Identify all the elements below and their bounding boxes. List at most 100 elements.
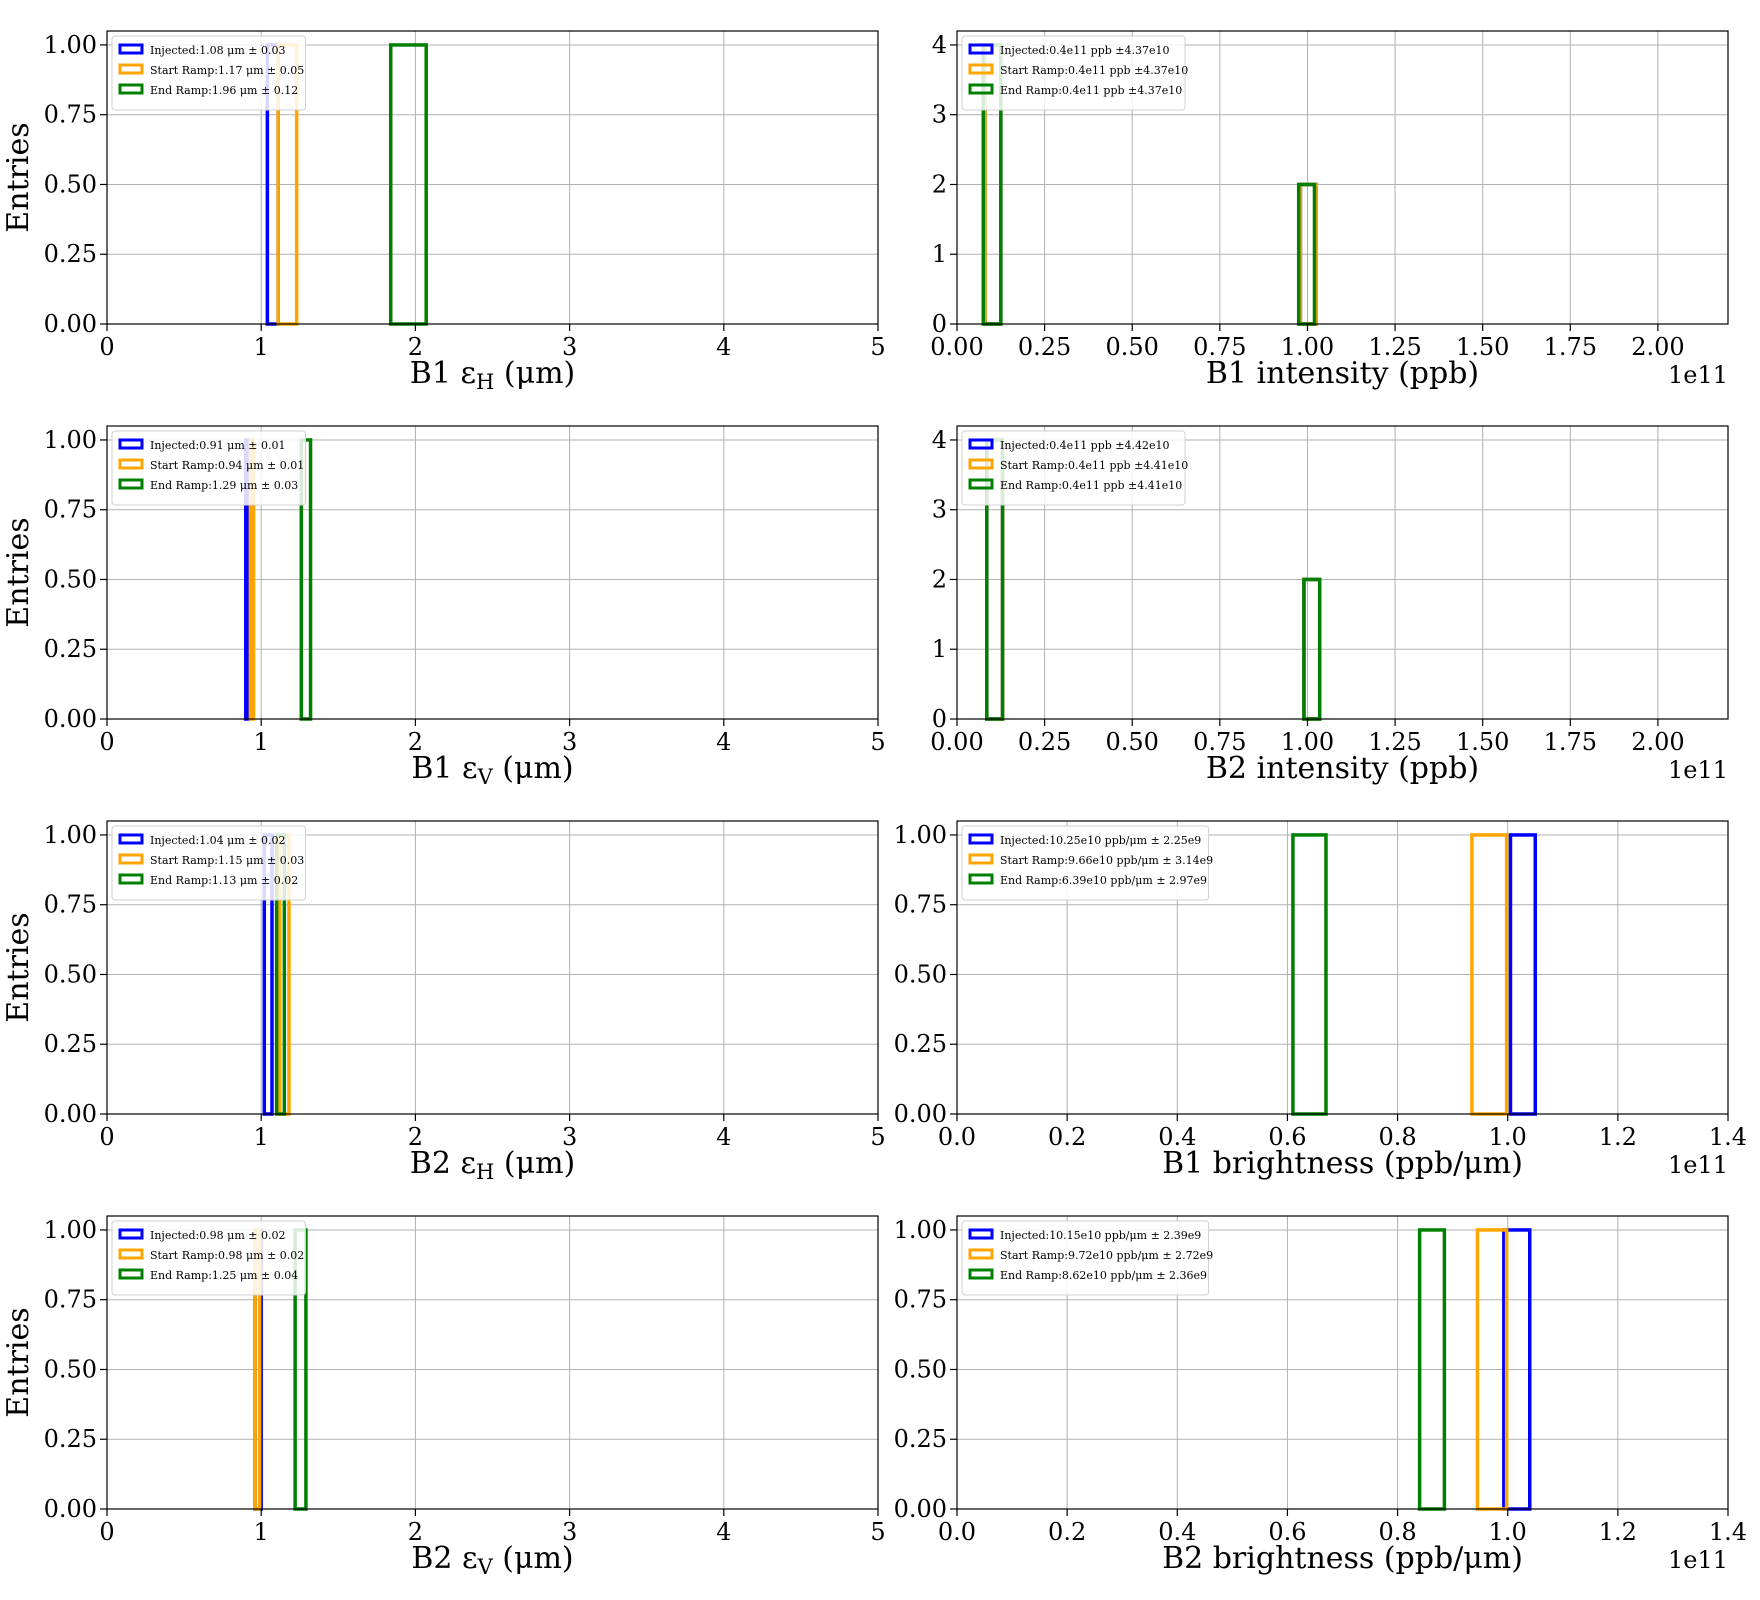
legend: Injected:0.4e11 ppb ±4.37e10 Start Ramp:0… [961,35,1188,111]
legend-label-series-0: Injected:1.08 μm ± 0.03 [150,44,285,57]
x-tick-label: 4 [716,728,731,756]
x-tick-label: 1 [254,1518,269,1546]
x-tick-label: 0.00 [930,333,983,361]
x-offset-label: 1e11 [1668,361,1728,389]
legend-swatch-series-1 [968,63,994,75]
y-tick-label: 0.50 [44,170,97,198]
x-axis-label: B1 brightness (ppb/μm) [1162,1146,1523,1181]
axes-frame [106,1215,879,1510]
legend-swatch-series-1 [118,853,144,865]
legend: Injected:1.08 μm ± 0.03 Start Ramp:1.17 μ… [111,35,306,111]
legend-label-series-2: End Ramp:6.39e10 ppb/μm ± 2.97e9 [1000,874,1207,887]
y-tick-label: 0.50 [44,1355,97,1383]
x-tick-label: 1 [254,333,269,361]
x-tick-label: 1.25 [1368,333,1421,361]
y-tick-label: 0.75 [44,1286,97,1314]
x-tick-label: 0.00 [930,728,983,756]
y-axis-label: Entries [1,1307,36,1417]
chart-panel-b1-brightness: 0.0 0.2 0.4 0.6 0.8 1.0 1.2 1.4 0.00 0.25 0.50 0.75… [894,820,1747,1181]
y-tick-label: 0.00 [44,310,97,338]
legend-swatch-series-2 [118,478,144,490]
x-tick-label: 5 [870,1518,885,1546]
x-axis-label: B1 εH (μm) [410,356,575,394]
axes-frame [106,425,879,720]
y-tick-label: 0 [932,310,947,338]
x-tick-label: 2.00 [1631,333,1684,361]
y-tick-label: 0.00 [44,705,97,733]
axes-frame [956,425,1729,720]
x-tick-label: 2 [408,1123,423,1151]
y-tick-label: 1.00 [44,821,97,849]
x-tick-label: 1.4 [1709,1123,1747,1151]
y-tick-label: 0.00 [894,1100,947,1128]
legend-label-series-1: Start Ramp:1.17 μm ± 0.05 [150,64,304,77]
x-axis-label: B2 intensity (ppb) [1206,751,1479,786]
x-tick-label: 0.4 [1158,1123,1196,1151]
x-tick-label: 1.0 [1489,1123,1527,1151]
x-tick-label: 0.2 [1048,1123,1086,1151]
x-tick-label: 1.4 [1709,1518,1747,1546]
x-tick-label: 0.0 [938,1518,976,1546]
x-tick-label: 1.75 [1544,728,1597,756]
legend-swatch-series-0 [118,438,144,450]
x-tick-label: 1.00 [1281,333,1334,361]
y-tick-label: 0.00 [894,1495,947,1523]
y-tick-label: 3 [932,101,947,129]
x-tick-label: 3 [562,1123,577,1151]
legend-swatch-series-0 [968,1228,994,1240]
x-tick-label: 0.6 [1268,1518,1306,1546]
y-tick-label: 0.75 [44,101,97,129]
y-tick-label: 2 [932,170,947,198]
legend-swatch-series-0 [968,833,994,845]
legend-swatch-series-1 [118,458,144,470]
y-tick-label: 4 [932,31,947,59]
legend: Injected:10.15e10 ppb/μm ± 2.39e9 Start R… [961,1220,1213,1296]
y-axis-label: Entries [1,517,36,627]
legend-swatch-series-2 [968,478,994,490]
x-tick-label: 0.25 [1018,333,1071,361]
x-tick-label: 0.6 [1268,1123,1306,1151]
x-tick-label: 2 [408,728,423,756]
y-tick-label: 0.75 [44,496,97,524]
x-tick-label: 0.0 [938,1123,976,1151]
x-tick-label: 4 [716,333,731,361]
legend-label-series-2: End Ramp:0.4e11 ppb ±4.41e10 [1000,479,1182,492]
y-tick-label: 1 [932,635,947,663]
x-tick-label: 0 [99,1518,114,1546]
y-tick-label: 1.00 [894,1216,947,1244]
y-tick-label: 0.75 [44,891,97,919]
legend-label-series-1: Start Ramp:1.15 μm ± 0.03 [150,854,304,867]
x-tick-label: 0.8 [1378,1123,1416,1151]
x-tick-label: 3 [562,1518,577,1546]
y-tick-label: 0.25 [44,635,97,663]
legend: Injected:0.98 μm ± 0.02 Start Ramp:0.98 μ… [111,1220,306,1296]
x-tick-label: 1.2 [1599,1518,1637,1546]
legend-label-series-2: End Ramp:0.4e11 ppb ±4.37e10 [1000,84,1182,97]
y-tick-label: 2 [932,565,947,593]
y-tick-label: 4 [932,426,947,454]
legend-label-series-0: Injected:1.04 μm ± 0.02 [150,834,285,847]
chart-panel-b1-eps-h: 0 1 2 3 4 5 0.00 0.25 0.50 0.75 1.00 B1 εH (μm) Entr… [1,30,886,394]
legend-swatch-series-0 [118,1228,144,1240]
x-tick-label: 2 [408,1518,423,1546]
x-tick-label: 4 [716,1518,731,1546]
x-tick-label: 1.0 [1489,1518,1527,1546]
legend-swatch-series-2 [118,1268,144,1280]
x-tick-label: 5 [870,1123,885,1151]
legend-label-series-0: Injected:0.98 μm ± 0.02 [150,1229,285,1242]
x-tick-label: 1.50 [1456,333,1509,361]
legend-label-series-1: Start Ramp:0.98 μm ± 0.02 [150,1249,304,1262]
legend-label-series-0: Injected:0.4e11 ppb ±4.42e10 [1000,439,1170,452]
x-tick-label: 2.00 [1631,728,1684,756]
x-offset-label: 1e11 [1668,1546,1728,1574]
legend-label-series-0: Injected:10.25e10 ppb/μm ± 2.25e9 [1000,834,1201,847]
legend: Injected:0.4e11 ppb ±4.42e10 Start Ramp:0… [961,430,1188,506]
x-tick-label: 3 [562,728,577,756]
legend-swatch-series-0 [118,833,144,845]
x-tick-label: 0.75 [1193,728,1246,756]
x-tick-label: 0.8 [1378,1518,1416,1546]
y-tick-label: 0.50 [894,960,947,988]
legend-swatch-series-2 [968,873,994,885]
axes-frame [956,30,1729,325]
y-tick-label: 0.00 [44,1100,97,1128]
